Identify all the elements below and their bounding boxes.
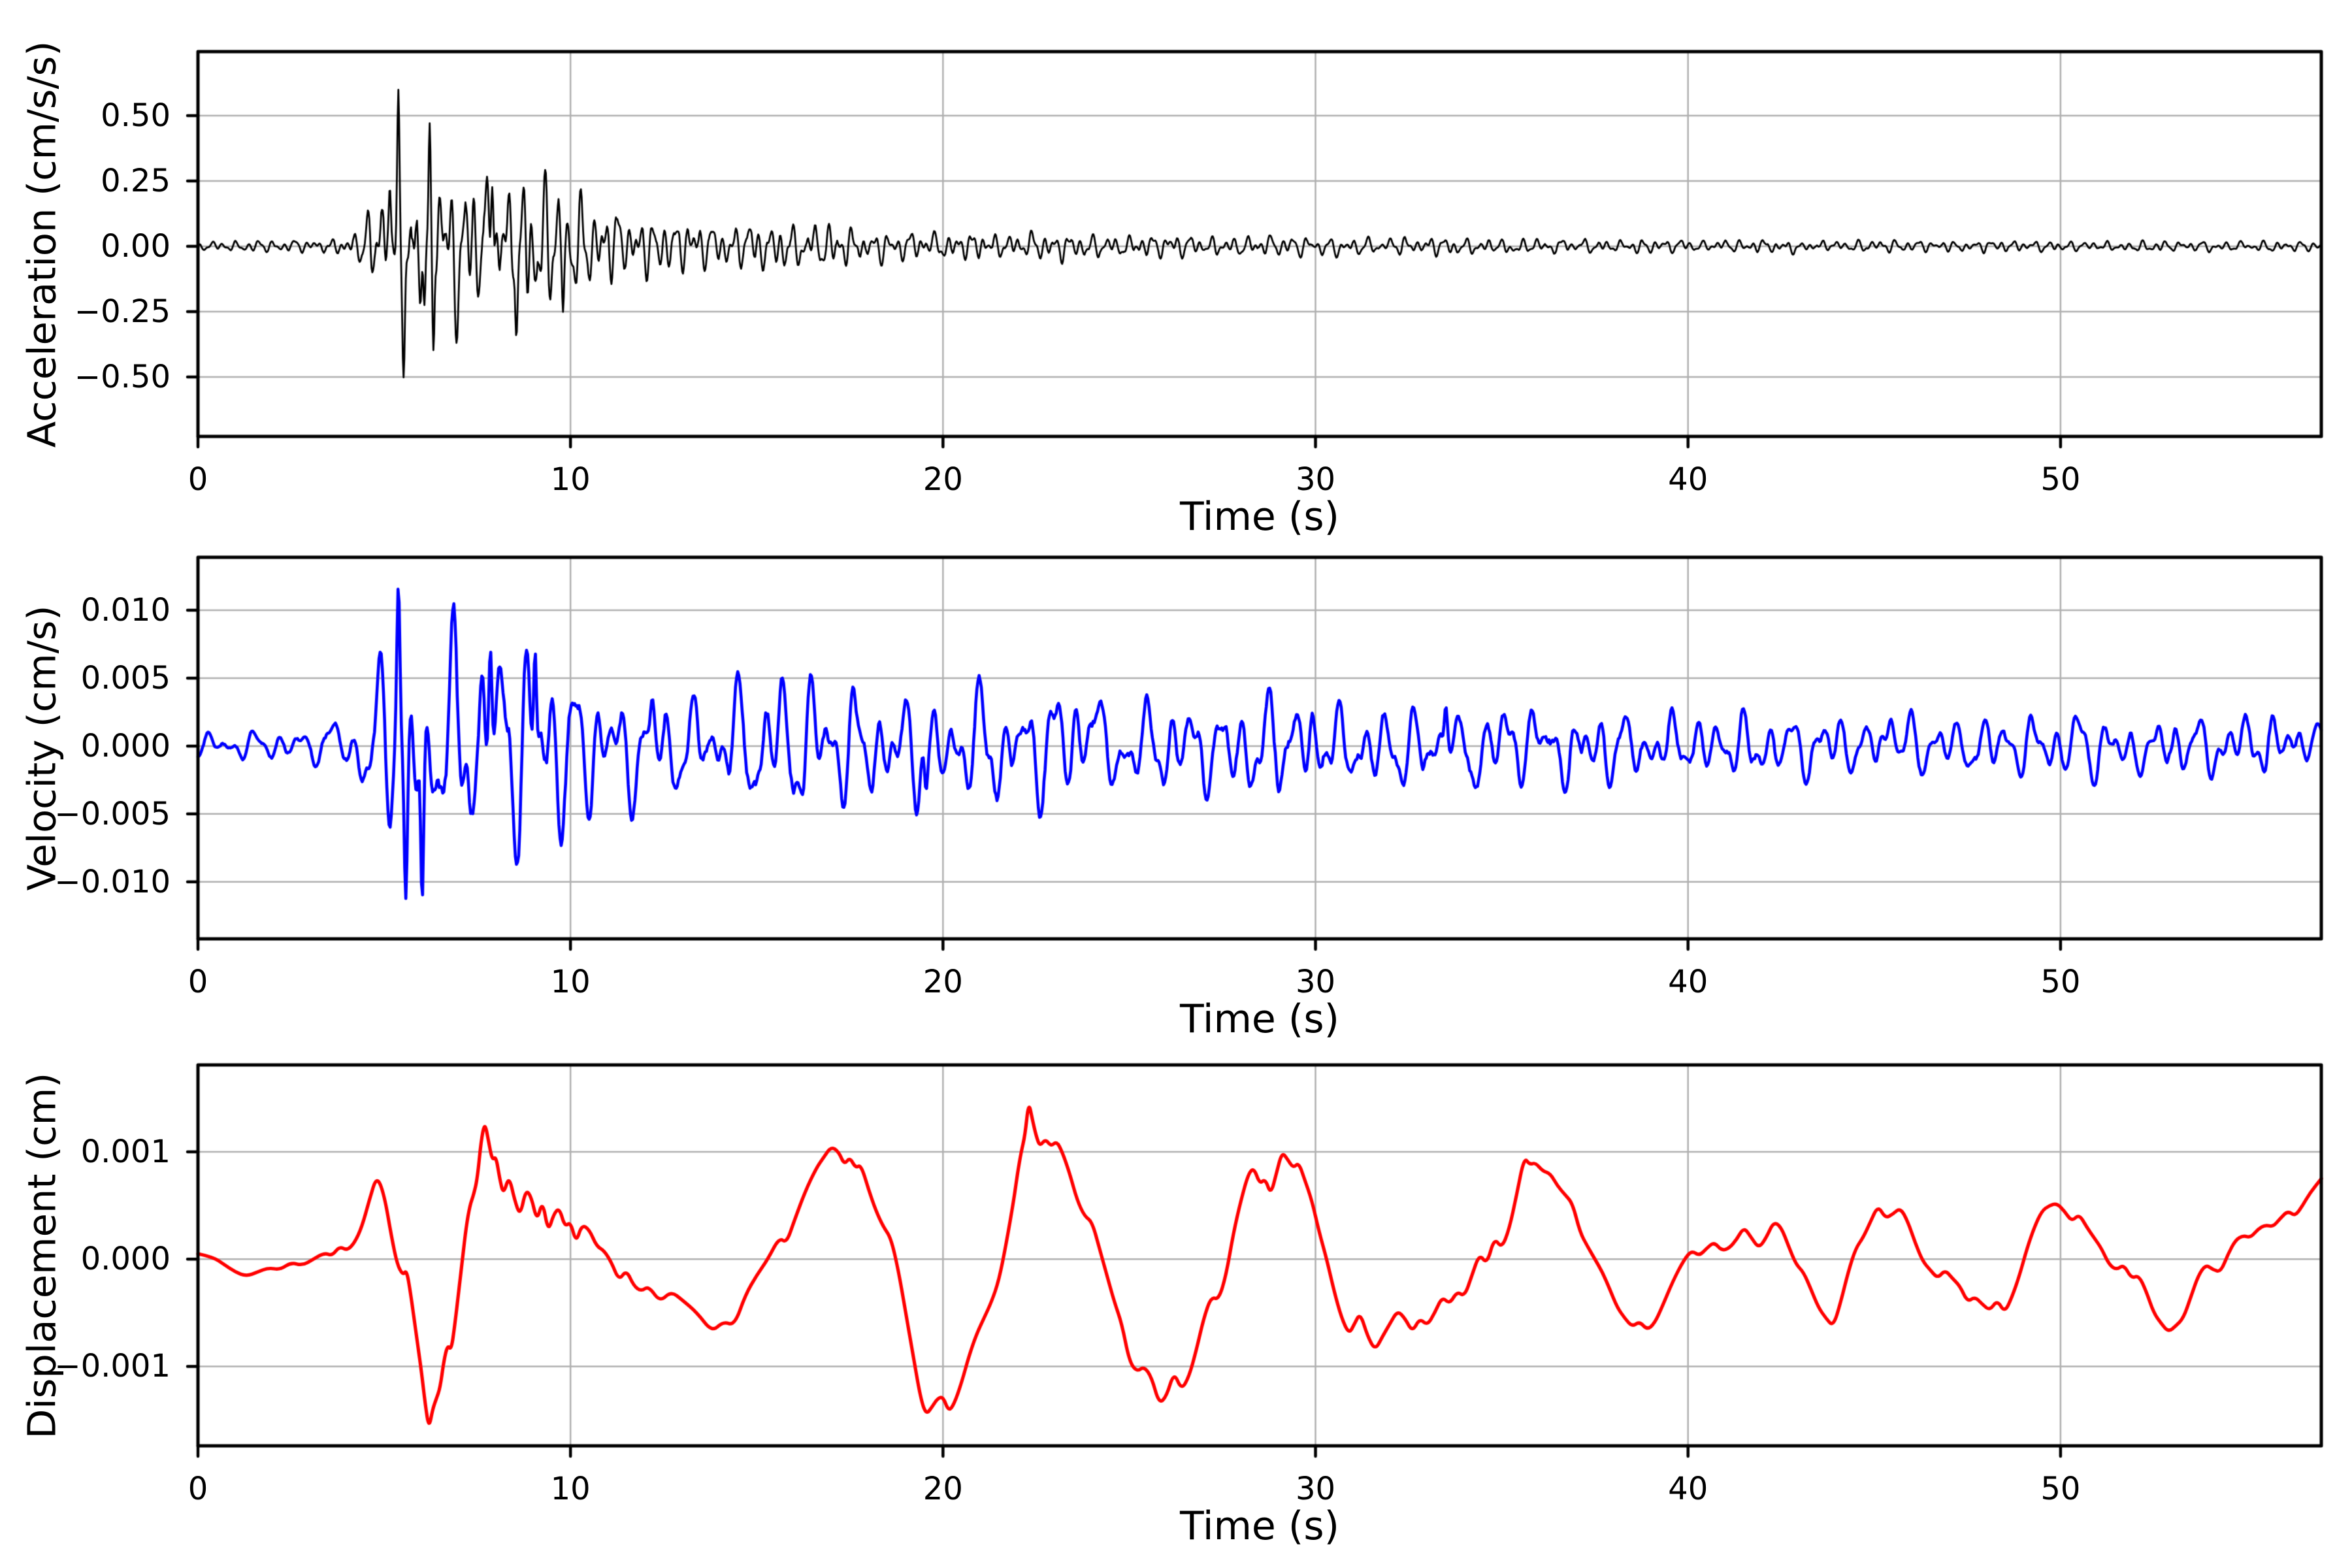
velocity-x-tick-label: 20 [923, 964, 963, 1000]
acceleration-x-tick-label: 10 [550, 461, 591, 498]
velocity-y-tick-label: 0.005 [80, 659, 171, 696]
acceleration-y-axis-label: Acceleration (cm/s/s) [19, 41, 65, 448]
acceleration-y-tick-label: 0.25 [101, 163, 171, 199]
velocity-y-tick-label: 0.000 [80, 727, 171, 764]
displacement-x-axis-label: Time (s) [1180, 1503, 1339, 1549]
velocity-x-tick-label: 30 [1295, 964, 1336, 1000]
velocity-y-axis-label: Velocity (cm/s) [19, 605, 65, 891]
velocity-y-tick-label: −0.010 [54, 863, 171, 900]
displacement-x-tick-label: 50 [2040, 1471, 2081, 1507]
displacement-x-tick-label: 40 [1668, 1471, 1708, 1507]
velocity-x-tick-label: 50 [2040, 964, 2081, 1000]
displacement-x-tick-label: 20 [923, 1471, 963, 1507]
acceleration-x-tick-label: 50 [2040, 461, 2081, 498]
displacement-x-tick-label: 0 [188, 1471, 208, 1507]
acceleration-x-tick-label: 0 [188, 461, 208, 498]
acceleration-x-tick-label: 30 [1295, 461, 1336, 498]
acceleration-x-tick-label: 20 [923, 461, 963, 498]
displacement-x-tick-label: 10 [550, 1471, 591, 1507]
acceleration-y-tick-label: 0.50 [101, 97, 171, 134]
acceleration-y-tick-label: 0.00 [101, 228, 171, 265]
velocity-x-axis-label: Time (s) [1180, 996, 1339, 1042]
acceleration-y-tick-label: −0.50 [74, 359, 171, 395]
velocity-y-tick-label: −0.005 [54, 795, 171, 832]
velocity-x-tick-label: 10 [550, 964, 591, 1000]
velocity-x-tick-label: 40 [1668, 964, 1708, 1000]
acceleration-y-tick-label: −0.25 [74, 293, 171, 330]
displacement-x-tick-label: 30 [1295, 1471, 1336, 1507]
velocity-y-tick-label: 0.010 [80, 592, 171, 629]
velocity-x-tick-label: 0 [188, 964, 208, 1000]
displacement-y-tick-label: −0.001 [54, 1348, 171, 1385]
displacement-y-tick-label: 0.000 [80, 1241, 171, 1278]
acceleration-x-axis-label: Time (s) [1180, 494, 1339, 540]
displacement-y-tick-label: 0.001 [80, 1134, 171, 1171]
acceleration-x-tick-label: 40 [1668, 461, 1708, 498]
